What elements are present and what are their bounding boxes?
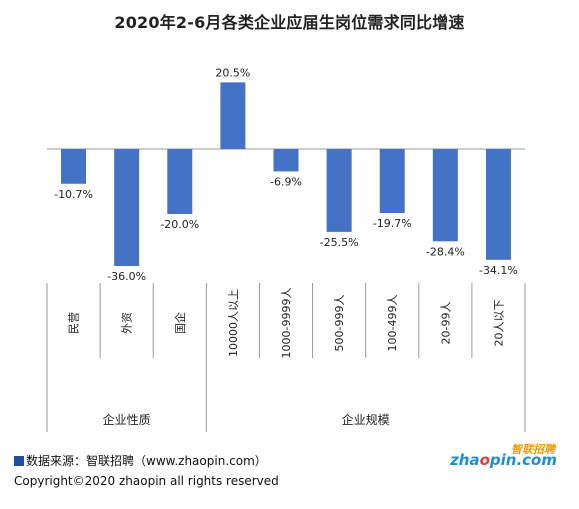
source-text: 数据来源：智联招聘（www.zhaopin.com） bbox=[26, 454, 267, 468]
data-label: -6.9% bbox=[270, 175, 302, 188]
category-label: 外资 bbox=[121, 312, 134, 334]
bar bbox=[167, 149, 193, 214]
bar bbox=[61, 149, 87, 184]
bar bbox=[379, 149, 405, 214]
category-label: 100-499人 bbox=[386, 295, 399, 352]
group-label: 企业规模 bbox=[342, 412, 390, 427]
zhaopin-logo: 智联招聘 zhaopin.com bbox=[450, 441, 557, 469]
category-label: 国企 bbox=[173, 312, 187, 334]
category-label: 500-999人 bbox=[333, 295, 346, 352]
logo-en-text: zhaopin.com bbox=[450, 451, 557, 469]
source-square-icon bbox=[14, 456, 24, 466]
bar-chart: -10.7% 民营 -36.0% 外资 -20.0% 国企 20.5% 10000人以上 -6.… bbox=[46, 66, 526, 432]
data-label: 20.5% bbox=[215, 66, 250, 79]
group-label: 企业性质 bbox=[103, 412, 151, 427]
chart-title: 2020年2-6月各类企业应届生岗位需求同比增速 bbox=[114, 13, 465, 32]
bar bbox=[485, 149, 511, 260]
category-label: 10000人以上 bbox=[227, 289, 240, 357]
bar bbox=[220, 82, 246, 149]
bar bbox=[326, 149, 352, 232]
bar bbox=[273, 149, 299, 172]
data-label: -36.0% bbox=[107, 270, 146, 283]
data-label: -19.7% bbox=[373, 217, 412, 230]
copyright-text: Copyright©2020 zhaopin all rights reserv… bbox=[14, 474, 279, 488]
bar bbox=[114, 149, 140, 266]
category-label: 1000-9999人 bbox=[280, 288, 293, 359]
data-source-note: 数据来源：智联招聘（www.zhaopin.com） bbox=[14, 452, 267, 469]
data-label: -28.4% bbox=[426, 245, 465, 258]
data-label: -10.7% bbox=[54, 188, 93, 201]
data-label: -25.5% bbox=[320, 236, 359, 249]
category-label: 民营 bbox=[67, 312, 81, 334]
category-label: 20人以下 bbox=[492, 300, 505, 347]
bar bbox=[432, 149, 458, 242]
category-label: 20-99人 bbox=[439, 302, 452, 345]
logo-cn-text: 智联招聘 bbox=[511, 443, 555, 456]
data-label: -20.0% bbox=[160, 218, 199, 231]
data-label: -34.1% bbox=[479, 264, 518, 277]
